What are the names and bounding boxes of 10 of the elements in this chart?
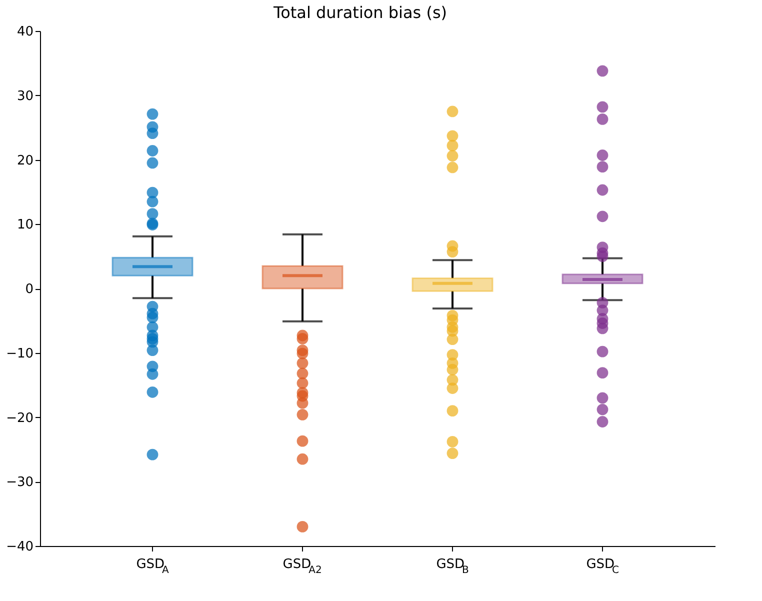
y-tick-label: −40 (6, 540, 34, 554)
y-tick-label: 0 (25, 282, 34, 297)
y-tick-label: 40 (16, 24, 34, 40)
y-tick-label: −30 (6, 475, 34, 490)
y-tick-label: 20 (16, 153, 34, 168)
y-tick-label: −20 (6, 410, 34, 426)
chart-title: Total duration bias (s) (272, 3, 448, 22)
y-tick-label: −10 (6, 346, 34, 362)
y-tick-label: 30 (16, 88, 34, 104)
y-tick-label: 10 (16, 218, 34, 233)
